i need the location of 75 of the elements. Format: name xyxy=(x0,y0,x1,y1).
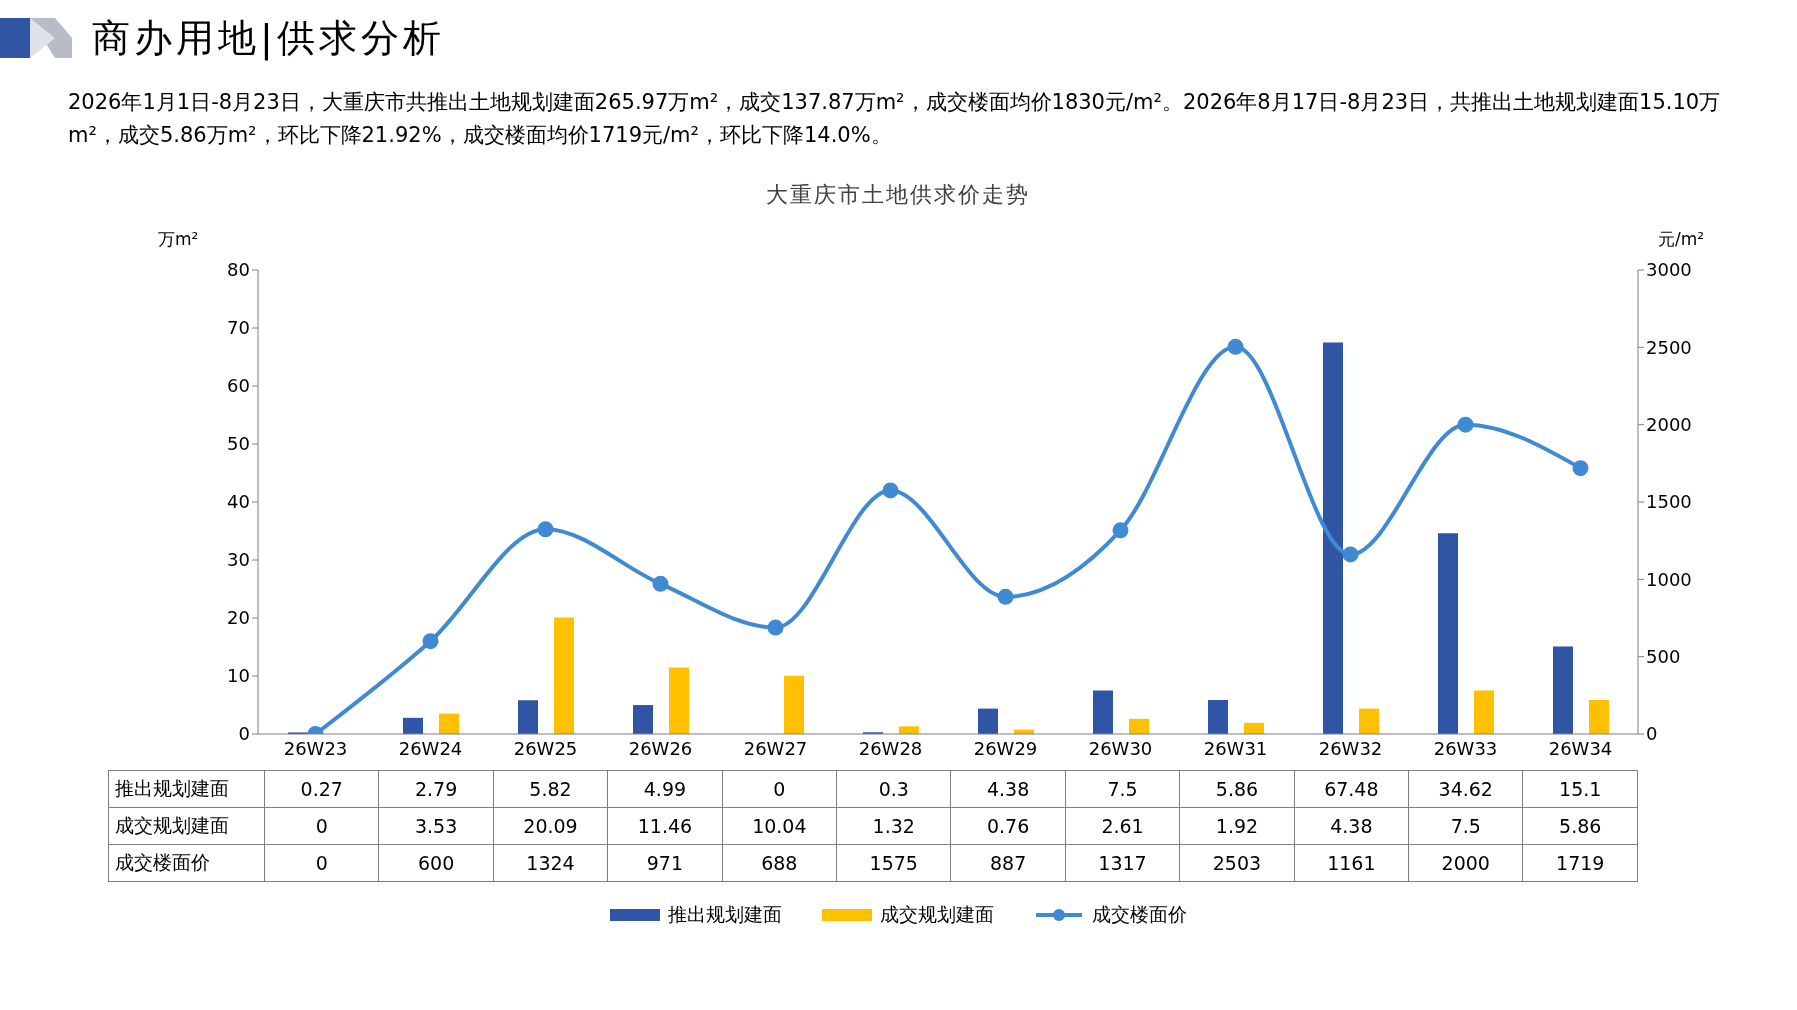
data-label: 5.82 xyxy=(493,770,608,808)
y2-tick-label: 500 xyxy=(1646,646,1681,668)
data-label: 5.86 xyxy=(1179,770,1295,808)
y2-tick-label: 3000 xyxy=(1646,259,1692,281)
x-tick-label: 26W25 xyxy=(513,737,578,759)
y2-tick-label: 0 xyxy=(1646,723,1658,745)
y-tick-label: 50 xyxy=(227,433,250,455)
y2-tick-label: 2000 xyxy=(1646,414,1692,436)
y2-tick-label: 1500 xyxy=(1646,491,1692,513)
data-label: 10.04 xyxy=(722,807,837,845)
y-tick-label: 0 xyxy=(238,723,250,745)
x-tick-label: 26W31 xyxy=(1203,737,1268,759)
data-label: 688 xyxy=(722,844,837,882)
x-tick-label: 26W27 xyxy=(743,737,808,759)
y-tick-label: 40 xyxy=(227,491,250,513)
data-label: 1.32 xyxy=(836,807,951,845)
data-label: 1317 xyxy=(1065,844,1180,882)
data-label: 0.3 xyxy=(836,770,951,808)
data-label: 0 xyxy=(722,770,837,808)
data-label: 887 xyxy=(950,844,1066,882)
y-axis-title: 万m² xyxy=(158,228,199,251)
data-label: 11.46 xyxy=(607,807,723,845)
data-label: 7.5 xyxy=(1408,807,1523,845)
y-tick-label: 60 xyxy=(227,375,250,397)
data-label: 1324 xyxy=(493,844,608,882)
data-label: 971 xyxy=(607,844,723,882)
data-label: 1161 xyxy=(1294,844,1409,882)
data-label: 2.79 xyxy=(378,770,494,808)
y2-tick-label: 1000 xyxy=(1646,568,1692,590)
data-label: 4.38 xyxy=(950,770,1066,808)
data-label: 1575 xyxy=(836,844,951,882)
data-label: 0 xyxy=(264,844,379,882)
chart-title: 大重庆市土地供求价走势 xyxy=(765,181,1031,209)
y-tick-label: 30 xyxy=(227,549,250,571)
text: 成交楼面价 xyxy=(115,851,210,873)
text: 成交规划建面 xyxy=(115,814,229,836)
x-tick-label: 26W26 xyxy=(628,737,693,759)
x-tick-label: 26W23 xyxy=(283,737,348,759)
data-label: 0.76 xyxy=(950,807,1066,845)
x-tick-label: 26W28 xyxy=(858,737,923,759)
data-label: 2000 xyxy=(1408,844,1523,882)
chart-subtitle: 2026年1月1日-8月23日，大重庆市共推出土地规划建面265.97万m²，成交137.87万m²，成交楼面均价1830元/m²。2026年8月17日-8月23日，共推出土地规划建面15.10万m²，成交5.86万m²，环比下降21.92%，成交楼面均价1719元/m²，环比下降14.0%。 xyxy=(68,89,1722,149)
y2-tick-label: 2500 xyxy=(1646,336,1692,358)
data-label: 1.92 xyxy=(1179,807,1295,845)
data-label: 2503 xyxy=(1179,844,1295,882)
y-tick-label: 70 xyxy=(227,317,250,339)
legend-label: 成交规划建面 xyxy=(879,902,994,927)
legend-label: 成交楼面价 xyxy=(1091,902,1187,927)
legend-label: 推出规划建面 xyxy=(667,902,782,927)
y2-axis-title: 元/m² xyxy=(1658,228,1705,251)
x-tick-label: 26W30 xyxy=(1088,737,1153,759)
data-label: 600 xyxy=(378,844,494,882)
data-label: 0 xyxy=(264,807,379,845)
x-tick-label: 26W24 xyxy=(398,737,463,759)
data-label: 0.27 xyxy=(264,770,379,808)
data-label: 4.38 xyxy=(1294,807,1409,845)
y-tick-label: 10 xyxy=(227,665,250,687)
data-label: 7.5 xyxy=(1065,770,1180,808)
x-tick-label: 26W33 xyxy=(1433,737,1498,759)
data-label: 67.48 xyxy=(1294,770,1409,808)
data-label: 15.1 xyxy=(1522,770,1638,808)
data-label: 5.86 xyxy=(1522,807,1638,845)
text: 推出规划建面 xyxy=(115,777,229,799)
text: 商办用地|供求分析 xyxy=(92,14,445,63)
data-label: 2.61 xyxy=(1065,807,1180,845)
data-label: 1719 xyxy=(1522,844,1638,882)
x-tick-label: 26W34 xyxy=(1548,737,1613,759)
y-tick-label: 80 xyxy=(227,259,250,281)
data-label: 4.99 xyxy=(607,770,723,808)
y-tick-label: 20 xyxy=(227,607,250,629)
data-label: 20.09 xyxy=(493,807,608,845)
x-tick-label: 26W32 xyxy=(1318,737,1383,759)
x-tick-label: 26W29 xyxy=(973,737,1038,759)
data-label: 3.53 xyxy=(378,807,494,845)
data-label: 34.62 xyxy=(1408,770,1523,808)
